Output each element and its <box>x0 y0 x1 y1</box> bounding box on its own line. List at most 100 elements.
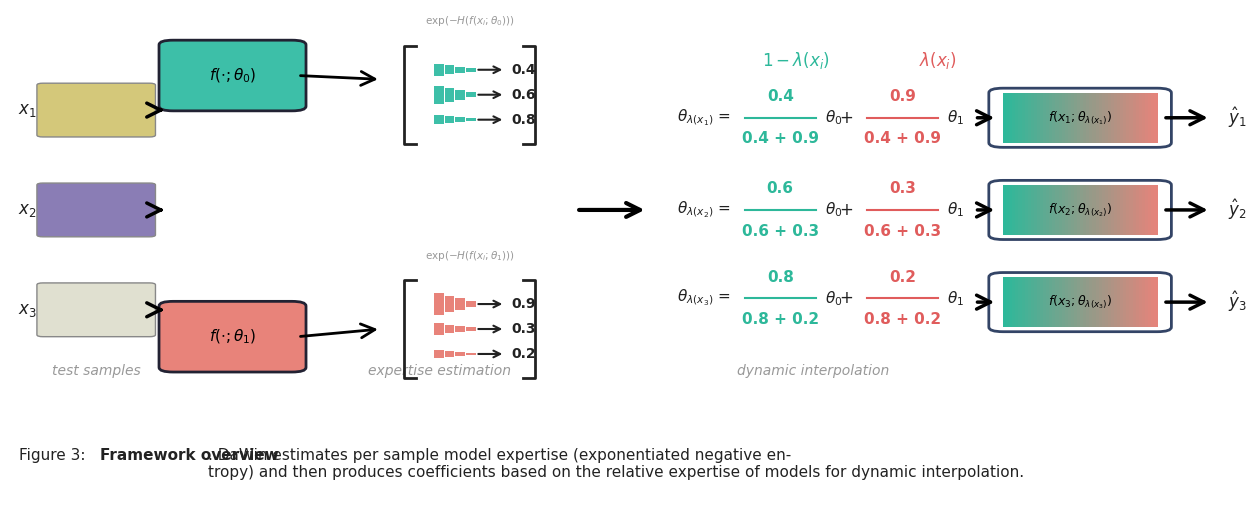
Bar <box>1142 93 1146 143</box>
Bar <box>1055 93 1059 143</box>
Bar <box>1003 185 1008 235</box>
Text: 0.8 + 0.2: 0.8 + 0.2 <box>742 312 819 327</box>
Bar <box>1081 93 1084 143</box>
Bar <box>1086 277 1091 327</box>
Bar <box>445 116 454 123</box>
Text: $x_1$: $x_1$ <box>19 101 36 119</box>
Bar <box>455 298 465 310</box>
Bar <box>455 67 465 73</box>
Bar <box>1034 185 1038 235</box>
Bar <box>445 325 454 333</box>
Text: 0.6 + 0.3: 0.6 + 0.3 <box>864 224 941 238</box>
Bar <box>1043 277 1048 327</box>
Bar <box>1123 93 1127 143</box>
Bar <box>1086 185 1091 235</box>
Text: 0.4 + 0.9: 0.4 + 0.9 <box>864 132 941 146</box>
Bar <box>1151 185 1155 235</box>
Bar <box>434 85 444 104</box>
Bar <box>1049 185 1053 235</box>
Bar <box>1102 185 1106 235</box>
Bar <box>1111 185 1115 235</box>
Text: 0.2: 0.2 <box>511 347 536 361</box>
Bar <box>434 293 444 315</box>
FancyBboxPatch shape <box>36 183 156 237</box>
Bar <box>1145 185 1149 235</box>
Text: $\theta_1$: $\theta_1$ <box>947 108 965 127</box>
Bar <box>1037 93 1042 143</box>
Bar <box>1096 93 1099 143</box>
Bar <box>445 296 454 312</box>
Bar <box>1117 93 1121 143</box>
Bar <box>455 117 465 122</box>
Bar <box>1074 185 1078 235</box>
Text: $f(x_1;\theta_{\lambda(x_1)})$: $f(x_1;\theta_{\lambda(x_1)})$ <box>1048 109 1112 127</box>
Bar <box>1123 277 1127 327</box>
Text: 0.4: 0.4 <box>767 89 794 104</box>
Bar <box>1102 93 1106 143</box>
Bar <box>1024 93 1029 143</box>
Bar <box>1015 93 1020 143</box>
Bar <box>1064 277 1069 327</box>
Bar <box>1034 277 1038 327</box>
Text: $\theta_1$: $\theta_1$ <box>947 201 965 219</box>
FancyBboxPatch shape <box>36 83 156 137</box>
Bar <box>1058 185 1063 235</box>
Text: 0.4 + 0.9: 0.4 + 0.9 <box>742 132 819 146</box>
Text: +: + <box>839 109 853 127</box>
Bar <box>1117 185 1121 235</box>
Bar <box>1145 277 1149 327</box>
Text: 0.6: 0.6 <box>511 88 536 102</box>
Bar <box>1037 185 1042 235</box>
Text: 0.6 + 0.3: 0.6 + 0.3 <box>742 224 819 238</box>
Bar <box>1132 93 1137 143</box>
Bar <box>1108 93 1112 143</box>
Bar <box>455 352 465 356</box>
Bar <box>1132 185 1137 235</box>
Bar <box>1092 93 1097 143</box>
Bar <box>1024 277 1029 327</box>
Bar <box>1138 277 1144 327</box>
Bar <box>1040 185 1044 235</box>
Bar <box>1049 93 1053 143</box>
Bar <box>1120 185 1125 235</box>
Bar <box>1071 93 1076 143</box>
Bar <box>1083 93 1087 143</box>
Bar <box>1013 93 1016 143</box>
Bar <box>1064 185 1069 235</box>
Bar <box>1021 93 1025 143</box>
Bar <box>1096 185 1099 235</box>
Text: test samples: test samples <box>52 364 141 378</box>
Bar <box>1003 93 1008 143</box>
Bar <box>1105 277 1110 327</box>
Text: $\theta_{\lambda(x_1)}$ =: $\theta_{\lambda(x_1)}$ = <box>677 107 731 128</box>
Text: Framework overview: Framework overview <box>99 448 278 463</box>
Text: Figure 3:: Figure 3: <box>19 448 91 463</box>
Text: $1 - \lambda(x_i)$: $1 - \lambda(x_i)$ <box>761 50 829 71</box>
Bar <box>1034 93 1038 143</box>
Bar <box>1015 277 1020 327</box>
Bar <box>1081 277 1084 327</box>
Bar <box>1071 277 1076 327</box>
Bar <box>1047 277 1050 327</box>
Bar <box>1108 277 1112 327</box>
Bar <box>1123 185 1127 235</box>
Bar <box>1115 277 1118 327</box>
Bar <box>1154 93 1159 143</box>
Text: $f(x_3;\theta_{\lambda(x_3)})$: $f(x_3;\theta_{\lambda(x_3)})$ <box>1048 293 1112 311</box>
Bar <box>1098 93 1103 143</box>
Bar <box>1055 277 1059 327</box>
Bar <box>434 115 444 124</box>
Bar <box>1138 185 1144 235</box>
Bar <box>1077 185 1082 235</box>
Bar <box>1068 93 1072 143</box>
Text: dynamic interpolation: dynamic interpolation <box>737 364 889 378</box>
Bar <box>465 328 476 331</box>
Bar <box>1028 185 1032 235</box>
Bar <box>1013 185 1016 235</box>
Text: $x_2$: $x_2$ <box>19 201 36 219</box>
Bar <box>1130 93 1133 143</box>
Bar <box>1015 185 1020 235</box>
Bar <box>1130 277 1133 327</box>
Bar <box>1126 185 1131 235</box>
Bar <box>1136 185 1140 235</box>
